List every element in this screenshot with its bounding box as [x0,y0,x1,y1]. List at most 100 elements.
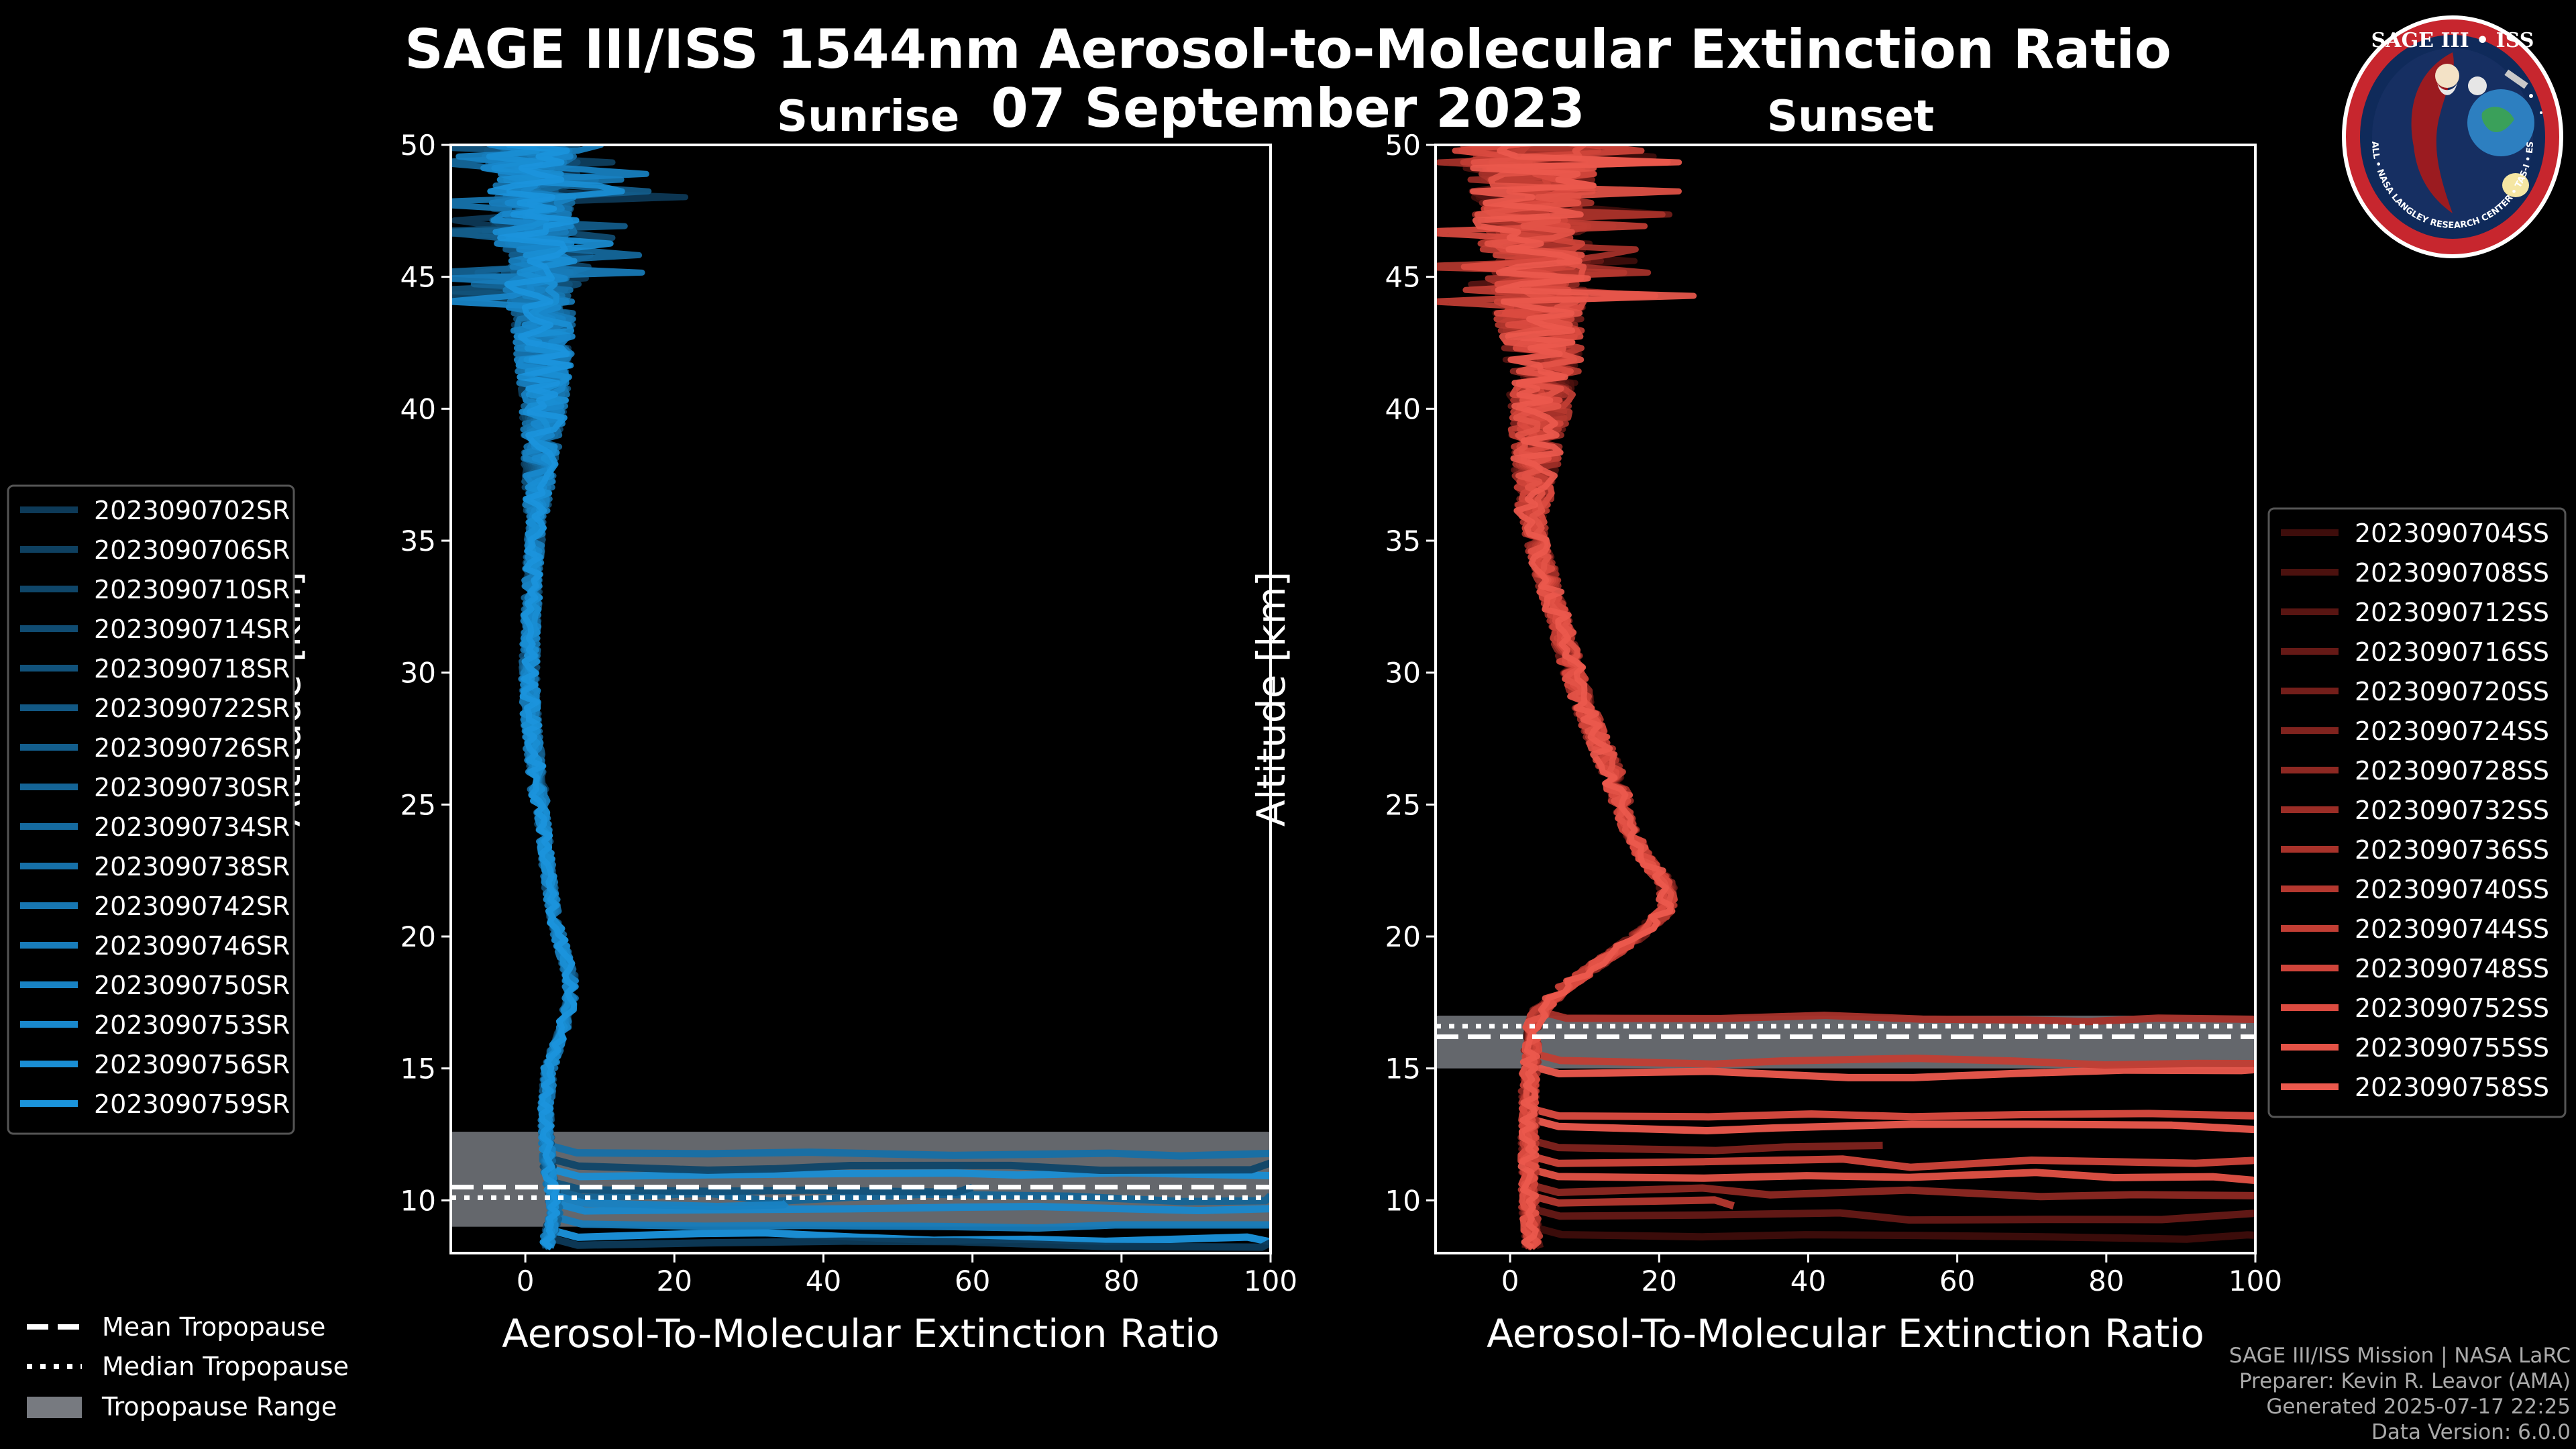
logo-title-text: SAGE III • ISS [2371,29,2534,52]
legend-label-2023090728SS: 2023090728SS [2355,756,2549,786]
legend-label-2023090726SR: 2023090726SR [94,733,290,763]
legend-box [2267,507,2567,1118]
sunrise-panel: 0 20 40 60 80 100 10 15 20 25 30 35 40 45 50 Aerosol-To… [264,129,1297,1356]
chart-date: 07 September 2023 [991,77,1585,140]
x-tick-label: 60 [955,1265,990,1297]
low-altitude-streak [553,1199,1271,1215]
plot-background [451,145,1271,1253]
low-altitude-streak [1528,1062,2255,1081]
legend-label-2023090732SS: 2023090732SS [2355,796,2549,825]
low-altitude-streak [546,1141,1271,1160]
low-altitude-streak [1527,1191,1735,1210]
legend-label-2023090730SR: 2023090730SR [94,773,290,802]
legend-label-2023090752SS: 2023090752SS [2355,994,2549,1023]
y-axis-label: Altitude [km] [1248,572,1294,826]
x-tick-label: 0 [1501,1265,1519,1297]
legend-label-2023090738SR: 2023090738SR [94,852,290,881]
tropopause-range-legend-swatch [27,1397,82,1418]
legend-label-2023090702SR: 2023090702SR [94,496,290,525]
low-altitude-streak [1527,1136,1883,1155]
legend-label-2023090744SS: 2023090744SS [2355,914,2549,944]
sunrise-legend: 2023090702SR 2023090706SR 2023090710SR 2023… [7,484,295,1135]
tropopause-range-legend-label: Tropopause Range [101,1392,337,1421]
legend-label-2023090710SR: 2023090710SR [94,575,290,604]
legend-label-2023090716SS: 2023090716SS [2355,637,2549,667]
y-tick-label: 15 [400,1053,436,1085]
y-tick-label: 10 [1385,1184,1421,1217]
plot-area [451,145,1271,1251]
footer-mission: SAGE III/ISS Mission | NASA LaRC [2229,1344,2571,1368]
y-tick-label: 50 [400,129,436,162]
low-altitude-streak [1529,1049,2255,1069]
x-tick-label: 40 [1790,1265,1826,1297]
tropopause-legend: Mean Tropopause Median Tropopause Tropop… [27,1312,349,1421]
legend-label-2023090756SR: 2023090756SR [94,1050,290,1079]
x-tick-label: 20 [1642,1265,1677,1297]
low-altitude-streak [552,1191,789,1211]
y-tick-label: 10 [400,1184,436,1217]
y-tick-label: 45 [1385,261,1421,294]
mean-tropopause-legend-label: Mean Tropopause [102,1312,325,1342]
y-tick-label: 25 [400,788,436,821]
y-tick-label: 30 [400,657,436,690]
x-tick-label: 100 [1244,1265,1297,1297]
footer-preparer: Preparer: Kevin R. Leavor (AMA) [2239,1369,2571,1393]
low-altitude-streak [1527,1165,2255,1185]
y-tick-label: 15 [1385,1053,1421,1085]
plot-frame [1434,144,2257,1254]
legend-label-2023090720SS: 2023090720SS [2355,677,2549,706]
low-altitude-streak [1536,1006,2255,1026]
sunset-panel-title: Sunset [1767,92,1935,142]
footer-credits: SAGE III/ISS Mission | NASA LaRC Prepare… [2229,1343,2571,1445]
legend-label-2023090712SS: 2023090712SS [2355,598,2549,627]
legend-label-2023090714SR: 2023090714SR [94,614,290,644]
chart-title: SAGE III/ISS 1544nm Aerosol-to-Molecular… [405,18,2171,80]
plot-frame [449,144,1272,1254]
low-altitude-streak [1527,1181,2255,1201]
low-altitude-streak [551,1212,1271,1232]
profile-line-2023090755SS [1470,145,1682,1250]
profile-line-2023090758SS [1470,145,1697,1250]
legend-label-2023090746SR: 2023090746SR [94,931,290,961]
x-tick-label: 60 [1939,1265,1975,1297]
y-tick-label: 40 [400,392,436,425]
profile-line-2023090759SR [487,145,580,1250]
legend-label-2023090708SS: 2023090708SS [2355,558,2549,588]
y-tick-label: 40 [1385,392,1421,425]
x-axis-label: Aerosol-To-Molecular Extinction Ratio [1487,1311,2204,1356]
sage-iii-iss-mission-logo: SAGE III • ISS BALL • NASA LANGLEY RESEA… [2340,12,2563,258]
low-altitude-streak [1531,1223,2255,1243]
y-tick-label: 35 [400,525,436,557]
y-tick-label: 35 [1385,525,1421,557]
y-tick-label: 20 [1385,920,1421,953]
low-altitude-streak [547,1155,1271,1175]
legend-label-2023090724SS: 2023090724SS [2355,716,2549,746]
low-altitude-streak [1527,1115,2255,1134]
low-altitude-streak [551,1178,974,1196]
y-tick-label: 50 [1385,129,1421,162]
x-tick-label: 80 [1104,1265,1139,1297]
legend-box [7,484,295,1135]
legend-label-2023090734SR: 2023090734SR [94,812,290,842]
legend-label-2023090748SS: 2023090748SS [2355,954,2549,983]
low-altitude-streak [551,1186,1271,1205]
sunset-legend: 2023090704SS 2023090708SS 2023090712SS 2023… [2267,507,2567,1118]
legend-label-2023090753SR: 2023090753SR [94,1010,290,1040]
y-tick-label: 30 [1385,657,1421,690]
plot-area [1436,145,2255,1251]
x-tick-label: 20 [657,1265,692,1297]
legend-label-2023090742SR: 2023090742SR [94,892,290,921]
legend-label-2023090740SS: 2023090740SS [2355,875,2549,904]
y-tick-label: 20 [400,920,436,953]
y-tick-label: 45 [400,261,436,294]
footer-generated: Generated 2025-07-17 22:25 [2266,1395,2571,1419]
x-tick-label: 80 [2088,1265,2124,1297]
legend-label-2023090704SS: 2023090704SS [2355,519,2549,548]
legend-label-2023090706SR: 2023090706SR [94,535,290,565]
low-altitude-streak [1527,1152,2255,1171]
median-tropopause-legend-label: Median Tropopause [102,1352,349,1381]
legend-label-2023090722SR: 2023090722SR [94,694,290,723]
legend-label-2023090759SR: 2023090759SR [94,1089,290,1119]
low-altitude-streak [1527,1104,2255,1121]
